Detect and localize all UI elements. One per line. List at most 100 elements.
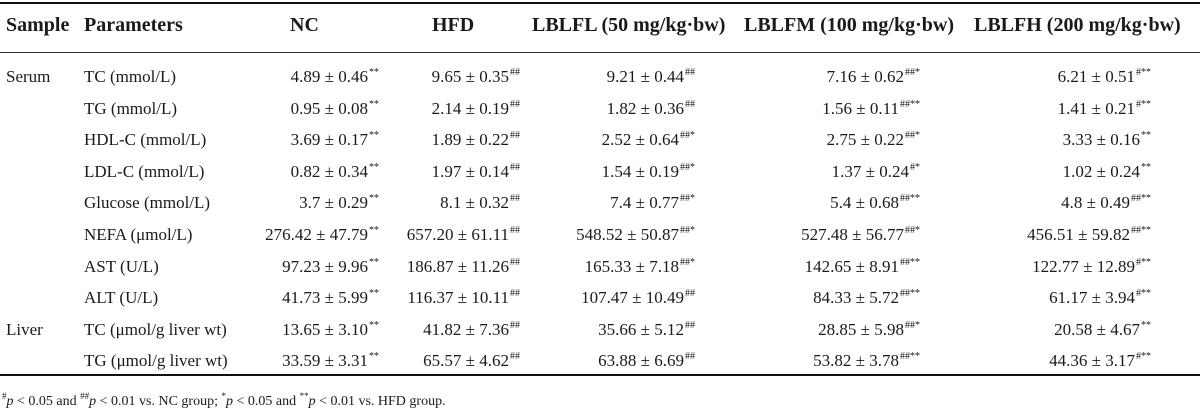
cell-value: 116.37 ± 10.11 xyxy=(407,288,509,308)
significance-marker: ## xyxy=(685,351,695,363)
cell-value: 8.1 ± 0.32 xyxy=(440,193,509,213)
cell-parameter: TG (mmol/L) xyxy=(84,98,178,118)
cell-lblfm: 84.33 ± 5.72##** xyxy=(813,288,920,308)
cell-hfd: 65.57 ± 4.62## xyxy=(423,351,520,371)
significance-marker: ##** xyxy=(900,256,920,268)
significance-marker: ##** xyxy=(900,351,920,363)
cell-lblfh: 61.17 ± 3.94#** xyxy=(1049,288,1151,308)
cell-value: 2.52 ± 0.64 xyxy=(601,130,679,150)
cell-value: 9.65 ± 0.35 xyxy=(431,67,509,86)
cell-value: 1.41 ± 0.21 xyxy=(1057,98,1135,118)
cell-value: 4.89 ± 0.46 xyxy=(290,67,368,86)
cell-nc: 33.59 ± 3.31** xyxy=(282,351,379,371)
significance-marker: ##* xyxy=(680,256,695,268)
cell-value: 0.95 ± 0.08 xyxy=(290,98,368,118)
significance-marker: ## xyxy=(685,67,695,78)
cell-value: 28.85 ± 5.98 xyxy=(818,319,904,339)
cell-nc: 13.65 ± 3.10** xyxy=(282,320,379,340)
table-footnote: #p < 0.05 and ##p < 0.01 vs. NC group; *… xyxy=(2,391,446,409)
cell-lblfm: 5.4 ± 0.68##** xyxy=(830,193,920,213)
significance-marker: ##* xyxy=(905,130,920,142)
significance-marker: ## xyxy=(685,319,695,331)
cell-value: 122.77 ± 12.89 xyxy=(1032,256,1135,276)
cell-value: 1.02 ± 0.24 xyxy=(1062,161,1140,181)
significance-marker: ##* xyxy=(905,319,920,331)
cell-value: 2.14 ± 0.19 xyxy=(431,98,509,118)
cell-lblfm: 7.16 ± 0.62##* xyxy=(827,67,920,87)
significance-marker: ** xyxy=(369,319,379,331)
significance-marker: #** xyxy=(1136,67,1151,78)
cell-value: 61.17 ± 3.94 xyxy=(1049,288,1135,308)
cell-parameter: HDL-C (mmol/L) xyxy=(84,130,207,150)
significance-marker: #** xyxy=(1136,98,1151,110)
significance-marker: ##* xyxy=(680,161,695,173)
significance-marker: ** xyxy=(369,351,379,363)
cell-value: 44.36 ± 3.17 xyxy=(1049,351,1135,371)
cell-lblfm: 28.85 ± 5.98##* xyxy=(818,320,920,340)
cell-value: 657.20 ± 61.11 xyxy=(406,225,509,244)
cell-hfd: 8.1 ± 0.32## xyxy=(440,193,520,213)
cell-value: 165.33 ± 7.18 xyxy=(584,256,679,276)
cell-value: 97.23 ± 9.96 xyxy=(282,256,368,276)
cell-value: 107.47 ± 10.49 xyxy=(581,288,684,308)
significance-marker: #* xyxy=(910,161,920,173)
cell-nc: 3.69 ± 0.17** xyxy=(291,130,379,150)
cell-parameter: LDL-C (mmol/L) xyxy=(84,161,205,181)
significance-marker: ## xyxy=(685,288,695,300)
cell-value: 2.75 ± 0.22 xyxy=(826,130,904,150)
cell-value: 4.8 ± 0.49 xyxy=(1061,193,1130,213)
significance-marker: ## xyxy=(685,98,695,110)
significance-marker: ##* xyxy=(680,193,695,205)
cell-lblfl: 9.21 ± 0.44## xyxy=(607,67,695,87)
significance-marker: ** xyxy=(369,288,379,300)
cell-hfd: 9.65 ± 0.35## xyxy=(432,67,520,87)
significance-marker: ## xyxy=(510,319,520,331)
significance-marker: ## xyxy=(510,67,520,78)
cell-value: 548.52 ± 50.87 xyxy=(576,225,679,244)
significance-marker: ##* xyxy=(680,130,695,142)
significance-marker: ##* xyxy=(905,67,920,78)
cell-lblfl: 165.33 ± 7.18##* xyxy=(585,257,695,277)
significance-marker: ##** xyxy=(1131,225,1151,236)
significance-marker: ##** xyxy=(900,98,920,110)
significance-marker: ##** xyxy=(900,288,920,300)
significance-marker: ## xyxy=(510,351,520,363)
cell-value: 41.82 ± 7.36 xyxy=(423,319,509,339)
cell-lblfm: 527.48 ± 56.77##* xyxy=(801,225,920,245)
cell-lblfl: 1.54 ± 0.19##* xyxy=(602,162,695,182)
cell-lblfl: 35.66 ± 5.12## xyxy=(598,320,695,340)
cell-lblfh: 4.8 ± 0.49##** xyxy=(1061,193,1151,213)
cell-value: 527.48 ± 56.77 xyxy=(801,225,904,244)
cell-value: 142.65 ± 8.91 xyxy=(804,256,899,276)
cell-hfd: 41.82 ± 7.36## xyxy=(423,320,520,340)
significance-marker: ** xyxy=(1141,319,1151,331)
cell-parameter: TC (mmol/L) xyxy=(84,67,177,86)
significance-marker: ##** xyxy=(900,193,920,205)
cell-value: 0.82 ± 0.34 xyxy=(290,161,368,181)
cell-lblfh: 456.51 ± 59.82##** xyxy=(1027,225,1151,245)
cell-parameter: AST (U/L) xyxy=(84,256,159,276)
table-top-rule xyxy=(0,2,1200,4)
cell-lblfl: 7.4 ± 0.77##* xyxy=(610,193,695,213)
cell-nc: 97.23 ± 9.96** xyxy=(282,257,379,277)
cell-value: 7.16 ± 0.62 xyxy=(826,67,904,86)
cell-value: 9.21 ± 0.44 xyxy=(606,67,684,86)
significance-marker: ## xyxy=(510,98,520,110)
significance-marker: ** xyxy=(369,193,379,205)
cell-parameter: ALT (U/L) xyxy=(84,288,159,308)
cell-value: 1.89 ± 0.22 xyxy=(431,130,509,150)
cell-value: 1.37 ± 0.24 xyxy=(831,161,909,181)
significance-marker: ##** xyxy=(1131,193,1151,205)
cell-parameter: Glucose (mmol/L) xyxy=(84,193,211,213)
significance-marker: ## xyxy=(510,193,520,205)
cell-lblfl: 1.82 ± 0.36## xyxy=(607,99,695,119)
table-bottom-rule xyxy=(0,374,1200,376)
header-lblfh: LBLFH (200 mg/kg·bw) xyxy=(974,14,1181,36)
cell-nc: 41.73 ± 5.99** xyxy=(282,288,379,308)
header-lblfm: LBLFM (100 mg/kg·bw) xyxy=(744,14,955,36)
cell-value: 186.87 ± 11.26 xyxy=(406,256,509,276)
cell-lblfh: 20.58 ± 4.67** xyxy=(1054,320,1151,340)
significance-marker: ## xyxy=(510,161,520,173)
cell-value: 41.73 ± 5.99 xyxy=(282,288,368,308)
significance-marker: ##* xyxy=(680,225,695,236)
